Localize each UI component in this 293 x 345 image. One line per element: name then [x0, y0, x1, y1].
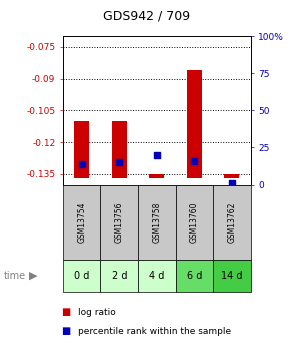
- Bar: [149, 174, 164, 178]
- Text: 14 d: 14 d: [221, 271, 243, 281]
- Text: percentile rank within the sample: percentile rank within the sample: [78, 327, 231, 336]
- Text: GDS942 / 709: GDS942 / 709: [103, 9, 190, 22]
- Bar: [187, 70, 202, 178]
- Text: ▶: ▶: [29, 271, 38, 281]
- Point: [229, 180, 234, 186]
- Text: GSM13756: GSM13756: [115, 202, 124, 243]
- Bar: [74, 121, 89, 178]
- Text: log ratio: log ratio: [78, 308, 115, 317]
- Point: [154, 152, 159, 158]
- Bar: [112, 121, 127, 178]
- Text: 6 d: 6 d: [187, 271, 202, 281]
- Point: [117, 159, 122, 165]
- Text: time: time: [4, 271, 26, 281]
- Point: [79, 161, 84, 167]
- Text: GSM13758: GSM13758: [152, 202, 161, 243]
- Text: GSM13754: GSM13754: [77, 202, 86, 243]
- Point: [192, 158, 197, 164]
- Text: ■: ■: [62, 307, 71, 317]
- Text: 4 d: 4 d: [149, 271, 164, 281]
- Text: GSM13760: GSM13760: [190, 202, 199, 243]
- Text: 2 d: 2 d: [112, 271, 127, 281]
- Text: GSM13762: GSM13762: [227, 202, 236, 243]
- Bar: [224, 174, 239, 178]
- Text: 0 d: 0 d: [74, 271, 89, 281]
- Text: ■: ■: [62, 326, 71, 336]
